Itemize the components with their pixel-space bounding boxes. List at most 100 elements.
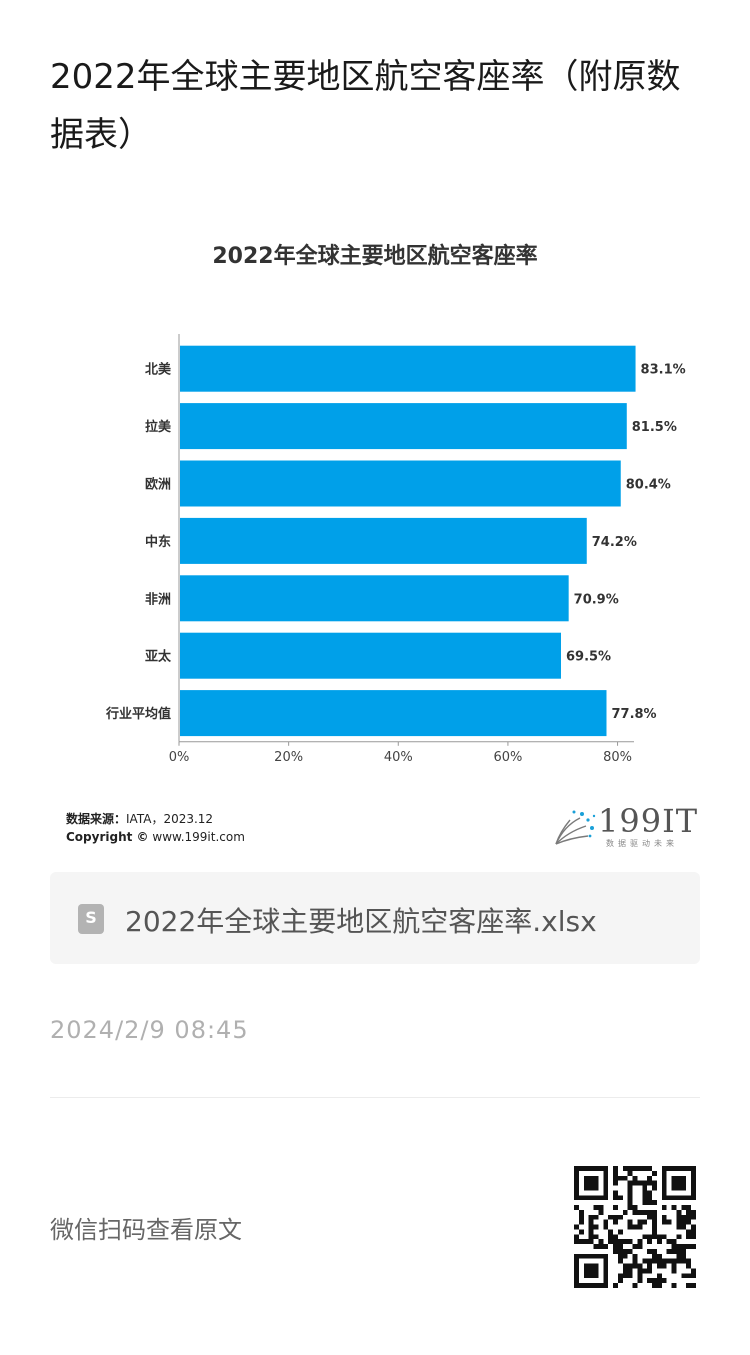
qr-module xyxy=(603,1170,609,1176)
qr-module xyxy=(603,1278,609,1284)
qr-module xyxy=(622,1253,628,1259)
qr-module xyxy=(583,1185,589,1191)
chart-title: 2022年全球主要地区航空客座率 xyxy=(212,244,538,269)
x-tick-label-0: 0% xyxy=(169,750,190,765)
qr-module xyxy=(622,1209,628,1215)
qr-module xyxy=(681,1273,687,1279)
qr-module xyxy=(598,1166,604,1171)
qr-module xyxy=(613,1205,618,1210)
qr-module xyxy=(691,1273,696,1279)
qr-module xyxy=(647,1258,653,1264)
qr-module xyxy=(613,1214,618,1220)
qr-module xyxy=(691,1175,696,1181)
category-label-0: 北美 xyxy=(145,362,172,378)
qr-module xyxy=(652,1224,657,1230)
qr-module xyxy=(603,1219,609,1225)
qr-module xyxy=(588,1263,594,1269)
qr-module xyxy=(661,1170,667,1176)
qr-module xyxy=(632,1263,638,1269)
bar-6 xyxy=(180,690,607,737)
qr-module xyxy=(691,1190,696,1196)
source-line: 数据来源：IATA，2023.12 xyxy=(66,810,213,827)
qr-module xyxy=(578,1214,584,1220)
qr-module xyxy=(588,1229,594,1235)
qr-module xyxy=(652,1278,657,1284)
spreadsheet-file-icon: S xyxy=(78,904,104,934)
bar-0 xyxy=(180,345,636,392)
qr-module xyxy=(656,1253,662,1259)
qr-module xyxy=(676,1219,682,1225)
qr-module xyxy=(574,1185,579,1191)
qr-module xyxy=(603,1253,609,1259)
qr-module xyxy=(681,1205,687,1210)
qr-module xyxy=(617,1195,623,1201)
qr-module xyxy=(632,1180,638,1186)
qr-module xyxy=(656,1278,662,1284)
qr-module xyxy=(632,1175,638,1181)
attachment-card[interactable]: S 2022年全球主要地区航空客座率.xlsx xyxy=(50,872,700,964)
qr-module xyxy=(598,1283,604,1288)
qr-module xyxy=(608,1229,614,1235)
qr-module xyxy=(574,1205,579,1210)
qr-module xyxy=(627,1195,633,1201)
bar-5 xyxy=(180,632,561,679)
qr-module xyxy=(661,1214,667,1220)
qr-module xyxy=(652,1185,657,1191)
qr-module xyxy=(666,1239,672,1245)
x-tick-label-2: 40% xyxy=(384,750,413,765)
attachment-filename[interactable]: 2022年全球主要地区航空客座率.xlsx xyxy=(125,905,597,938)
qr-module xyxy=(661,1185,667,1191)
qr-module xyxy=(686,1263,692,1269)
qr-module xyxy=(681,1219,687,1225)
qr-module xyxy=(691,1234,696,1240)
qr-module xyxy=(617,1253,623,1259)
qr-module xyxy=(691,1180,696,1186)
qr-module xyxy=(642,1195,648,1201)
qr-module xyxy=(627,1219,633,1225)
qr-module xyxy=(652,1248,657,1254)
qr-module xyxy=(588,1166,594,1171)
qr-module xyxy=(608,1239,614,1245)
qr-module xyxy=(598,1209,604,1215)
qr-module xyxy=(661,1190,667,1196)
qr-module xyxy=(661,1263,667,1269)
qr-module xyxy=(647,1166,653,1171)
qr-module xyxy=(681,1166,687,1171)
qr-module xyxy=(642,1180,648,1186)
qr-module xyxy=(622,1273,628,1279)
qr-module xyxy=(681,1248,687,1254)
qr-module xyxy=(637,1166,643,1171)
bar-1 xyxy=(180,403,627,450)
qr-module xyxy=(671,1239,677,1245)
qr-module xyxy=(676,1214,682,1220)
qr-module xyxy=(627,1180,633,1186)
qr-module xyxy=(652,1219,657,1225)
qr-module xyxy=(661,1219,667,1225)
bar-3 xyxy=(180,517,587,564)
file-icon-letter: S xyxy=(85,908,97,927)
qr-module xyxy=(642,1268,648,1274)
qr-module xyxy=(637,1224,643,1230)
qr-module xyxy=(583,1239,589,1245)
qr-module xyxy=(598,1195,604,1201)
copyright-line: Copyright © www.199it.com xyxy=(66,830,245,844)
qr-module xyxy=(588,1234,594,1240)
qr-module xyxy=(652,1253,657,1259)
qr-module xyxy=(676,1195,682,1201)
qr-module xyxy=(588,1268,594,1274)
qr-module xyxy=(603,1244,609,1249)
qr-module xyxy=(637,1278,643,1284)
qr-module xyxy=(691,1244,696,1249)
qr-module xyxy=(691,1268,696,1274)
qr-module xyxy=(574,1239,579,1245)
qr-module xyxy=(627,1273,633,1279)
qr-code-icon[interactable] xyxy=(574,1166,696,1288)
qr-module xyxy=(656,1258,662,1264)
value-label-2: 80.4% xyxy=(626,478,671,493)
qr-module xyxy=(686,1219,692,1225)
qr-module xyxy=(622,1175,628,1181)
value-label-6: 77.8% xyxy=(611,707,656,722)
qr-module xyxy=(661,1205,667,1210)
qr-module xyxy=(671,1263,677,1269)
category-label-4: 非洲 xyxy=(145,591,171,607)
